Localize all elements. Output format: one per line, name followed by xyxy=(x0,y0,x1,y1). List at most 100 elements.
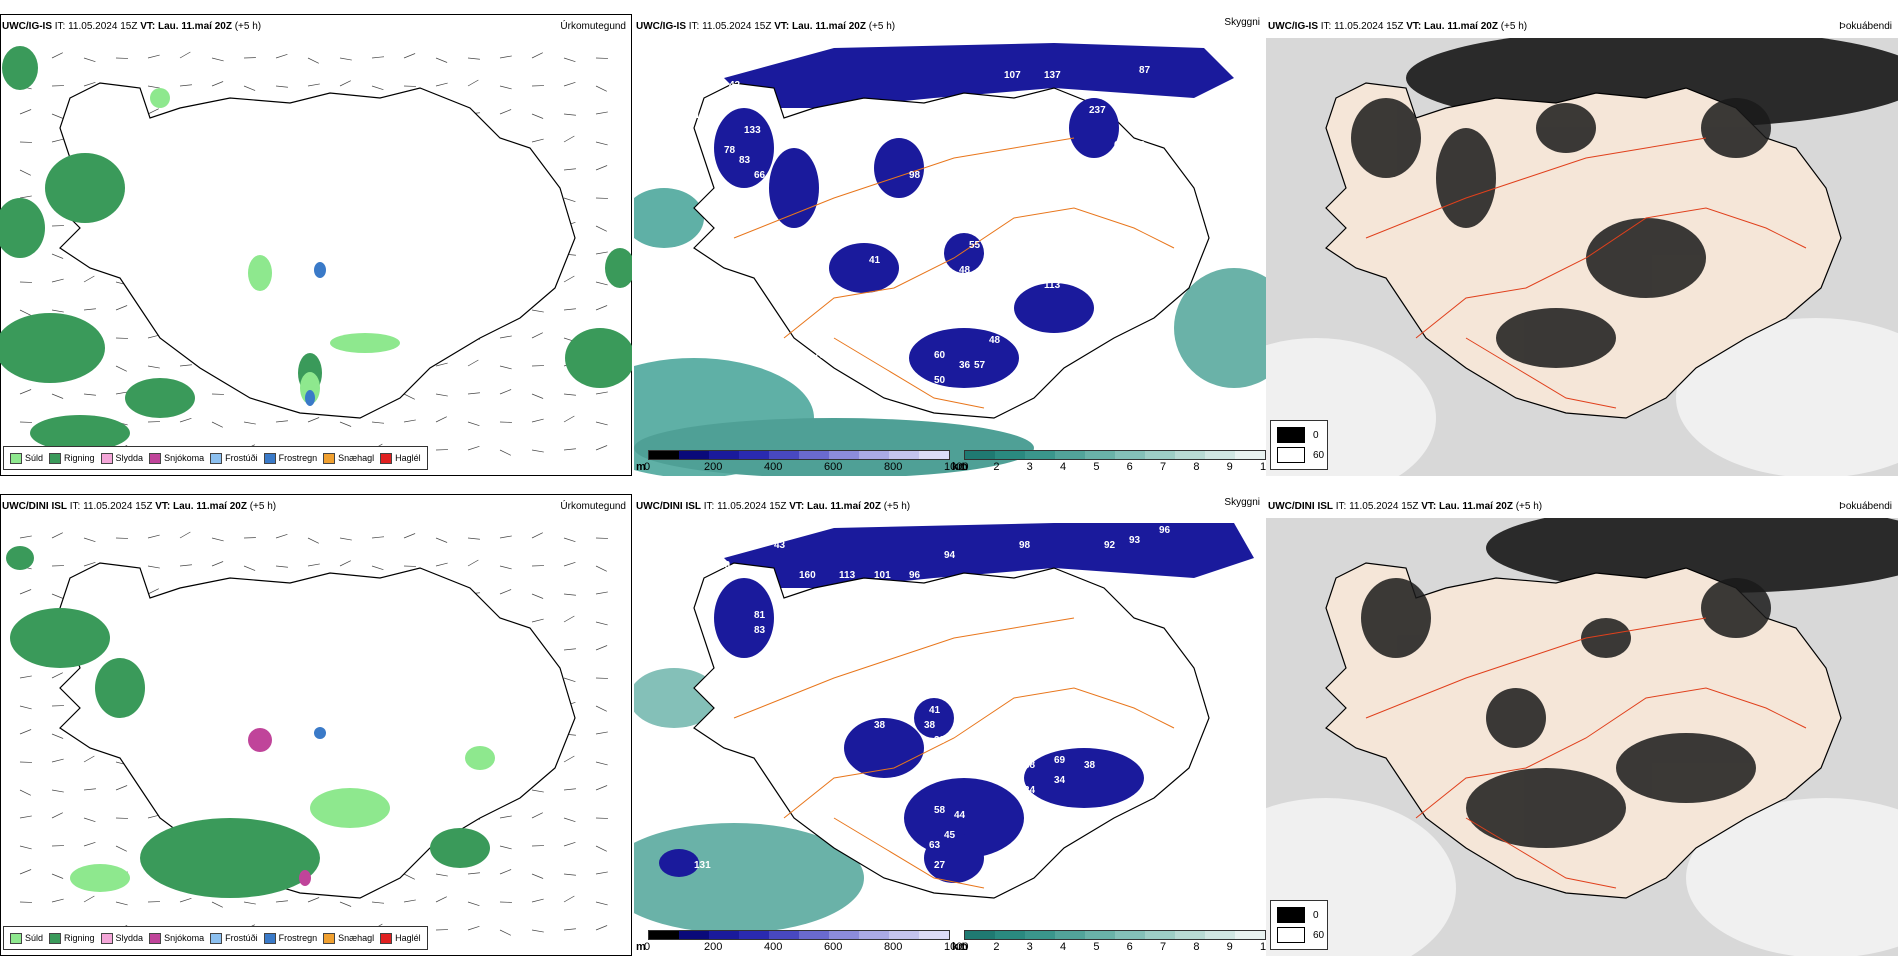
ceiling-height-label: 44 xyxy=(759,230,771,241)
visibility-tick-label: 4 xyxy=(1060,941,1066,953)
wind-barb xyxy=(532,450,544,452)
wind-barb xyxy=(468,393,480,394)
wind-barb xyxy=(212,902,223,907)
visibility-legend: m02004006008001000km12345678910 xyxy=(634,446,1266,476)
ceiling-height-label: 50 xyxy=(754,190,766,201)
precip-legend-label: Snæhagl xyxy=(338,933,374,943)
ceiling-height-label: 41 xyxy=(689,110,701,121)
wind-barb xyxy=(308,58,319,63)
wind-barb xyxy=(532,790,544,792)
wind-barb xyxy=(564,756,574,762)
wind-barb xyxy=(180,565,192,566)
wind-barb xyxy=(596,846,607,851)
valid-time: Lau. 11.maí 20Z xyxy=(1439,501,1513,512)
wind-barb xyxy=(84,309,96,310)
wind-barb xyxy=(564,874,576,875)
wind-barb xyxy=(52,533,63,538)
wind-barb xyxy=(564,818,575,822)
precip-legend-label: Haglél xyxy=(395,933,421,943)
valid-time: Lau. 11.maí 20Z xyxy=(158,21,232,32)
ceiling-height-label: 63 xyxy=(1089,600,1101,611)
wind-barb xyxy=(596,226,607,231)
precip-legend-label: Frostúði xyxy=(225,933,258,943)
wind-barb xyxy=(564,169,576,170)
ceiling-height-label: 66 xyxy=(1134,140,1146,151)
wind-barb xyxy=(500,450,511,455)
wind-barb xyxy=(468,422,479,426)
wind-barb xyxy=(20,846,32,849)
freezing-rain-areas xyxy=(314,727,326,739)
ceiling-height-label: 63 xyxy=(929,840,941,851)
wind-barb xyxy=(596,762,608,765)
wind-barb xyxy=(564,538,575,542)
wind-barb xyxy=(20,390,31,394)
precip-legend-swatch xyxy=(323,933,335,944)
wind-barb xyxy=(52,139,64,142)
wind-barb xyxy=(340,422,351,426)
wind-barb xyxy=(372,902,384,903)
offshore-low-ceiling xyxy=(659,849,699,877)
wind-barb xyxy=(212,538,224,541)
wind-barb xyxy=(564,58,575,62)
wind-barb xyxy=(468,360,478,366)
wind-barb xyxy=(20,170,31,175)
ceiling-height-label: 50 xyxy=(934,375,946,386)
wind-barb xyxy=(564,789,576,790)
wind-barb xyxy=(468,58,480,59)
precip-legend-item: Frostregn xyxy=(264,453,318,464)
ceiling-height-label: 46 xyxy=(729,525,741,536)
ceiling-height-label: 96 xyxy=(1159,525,1171,536)
wind-barb xyxy=(52,114,63,118)
wind-barb xyxy=(500,870,511,874)
panel-title: Þokuábendi xyxy=(1839,21,1892,32)
wind-barb xyxy=(596,646,607,650)
wind-barb xyxy=(404,394,415,399)
wind-barb xyxy=(532,813,543,818)
lead-time: (+5 h) xyxy=(869,21,895,32)
wind-barb xyxy=(596,592,608,594)
ceiling-height-label: 48 xyxy=(989,335,1001,346)
ceiling-height-label: 48 xyxy=(1109,715,1121,726)
wind-barb xyxy=(84,394,96,395)
valid-time: Lau. 11.maí 20Z xyxy=(173,501,247,512)
wind-barb xyxy=(596,872,608,874)
wind-barb xyxy=(500,536,512,538)
ceiling-tick-label: 400 xyxy=(764,461,782,473)
wind-barb xyxy=(276,534,287,538)
wind-barb xyxy=(52,734,63,738)
wind-barb xyxy=(596,166,607,170)
wind-barb xyxy=(532,930,544,932)
ceiling-tick-label: 800 xyxy=(884,941,902,953)
ceiling-height-label: 92 xyxy=(1104,540,1116,551)
wind-barb xyxy=(532,394,543,398)
precip-legend-swatch xyxy=(264,453,276,464)
visibility-tick-label: 1 xyxy=(960,461,966,473)
wind-barb xyxy=(372,86,383,90)
ceiling-height-label: 48 xyxy=(959,265,971,276)
ceiling-height-label: 27 xyxy=(919,400,931,411)
wind-barb xyxy=(276,901,288,902)
valid-time-label: VT: xyxy=(774,21,789,32)
visibility-legend: m02004006008001000km12345678910 xyxy=(634,926,1266,956)
visibility-tick-label: 4 xyxy=(1060,461,1066,473)
wind-barb xyxy=(340,561,351,566)
wind-barb xyxy=(84,58,95,62)
visibility-tick-label: 8 xyxy=(1193,941,1199,953)
ceiling-height-label: 66 xyxy=(754,170,766,181)
fog-legend-high-swatch xyxy=(1277,447,1305,463)
precip-legend-swatch xyxy=(323,453,335,464)
ceiling-height-label: 94 xyxy=(944,550,956,561)
ceiling-height-label: 48 xyxy=(754,50,766,61)
ceiling-height-label: 61 xyxy=(1109,155,1121,166)
wind-barb xyxy=(180,898,191,902)
wind-barb xyxy=(340,902,351,906)
ceiling-height-label: 98 xyxy=(1019,540,1031,551)
panel-header: UWC/DINI ISL IT: 11.05.2024 15Z VT: Lau.… xyxy=(1268,501,1894,515)
ceiling-height-label: 113 xyxy=(839,570,856,581)
ceiling-height-label: 58 xyxy=(934,805,946,816)
ceiling-height-label: 87 xyxy=(1139,65,1151,76)
wind-barb xyxy=(596,306,607,310)
